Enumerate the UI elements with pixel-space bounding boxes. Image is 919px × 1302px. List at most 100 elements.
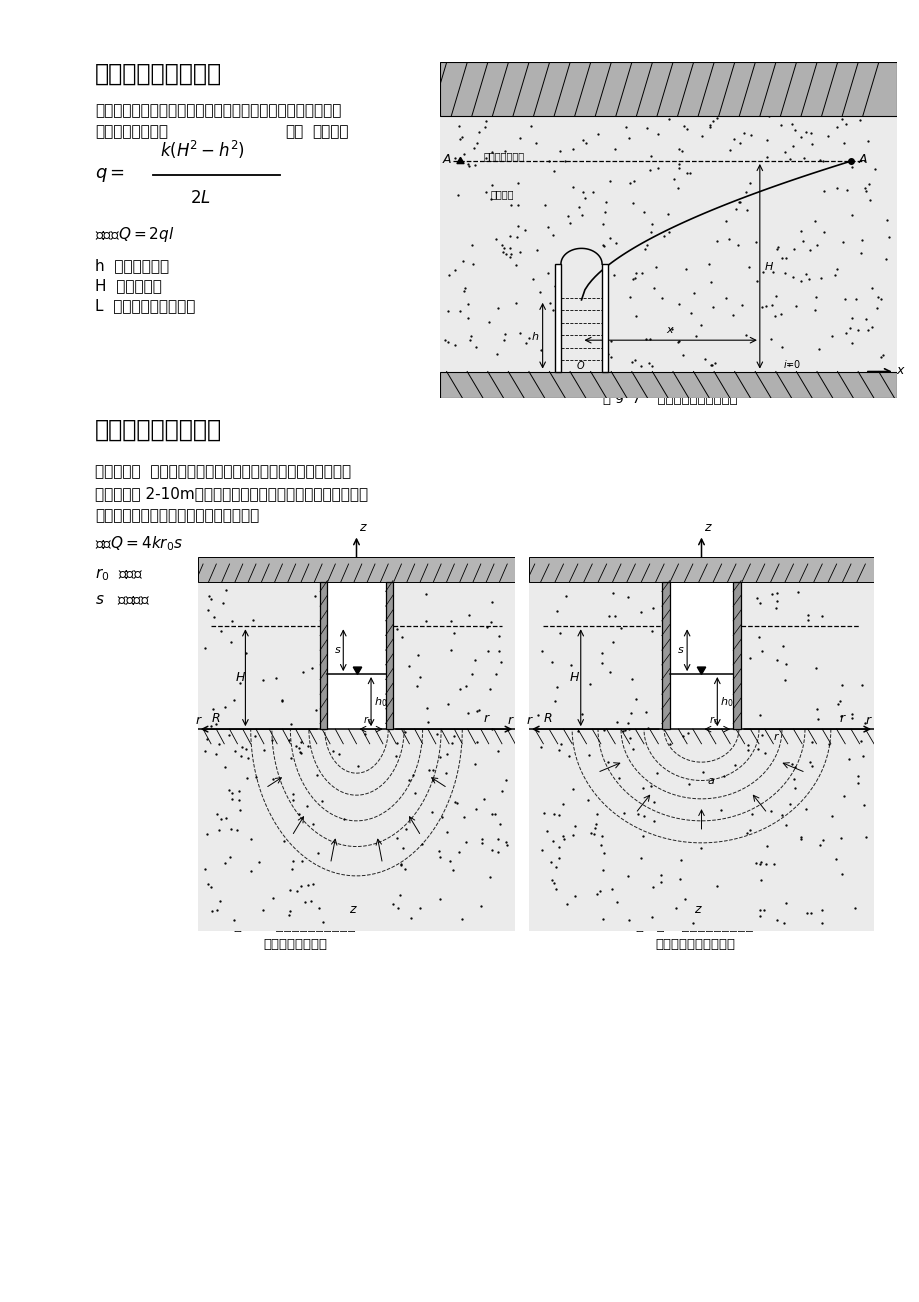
Point [636,202,651,223]
Point [809,234,823,255]
Point [671,138,686,159]
Bar [555,264,561,371]
Point [458,277,472,298]
Text: $z$: $z$ [694,902,702,915]
Text: 图 9  7    集水廊道渗流计算简图: 图 9 7 集水廊道渗流计算简图 [602,393,736,406]
Point [642,329,657,350]
Point [641,160,656,181]
Point [862,190,877,211]
Point [813,267,828,288]
Text: 直径较大，  井深较小的一种集水井，主要用于汲取浅层地下水: 直径较大， 井深较小的一种集水井，主要用于汲取浅层地下水 [95,464,351,479]
Bar [439,371,896,398]
Point [837,113,852,134]
Point [676,116,691,137]
Point [541,293,556,314]
Point [861,173,876,194]
Point [561,206,575,227]
Point [565,139,580,160]
Point [768,238,783,259]
Point [766,306,781,327]
Point [870,286,885,307]
Text: 大口径井的渗流计算: 大口径井的渗流计算 [95,418,221,441]
Point [777,142,791,163]
Point [697,349,711,370]
Point [577,187,592,208]
Point [622,286,637,307]
Point [528,133,543,154]
Text: h  廊道内的水深: h 廊道内的水深 [95,258,169,273]
Text: $s$: $s$ [334,646,341,655]
Bar [528,527,873,582]
Point [483,189,498,210]
Point [533,340,548,361]
Bar [732,582,741,729]
Point [701,254,716,275]
Text: $A$: $A$ [441,154,452,167]
Point [547,276,562,297]
Point [683,302,698,323]
Point [816,221,831,242]
Point [525,268,539,289]
Point [460,154,475,174]
Text: $H$: $H$ [764,260,774,272]
Point [828,178,843,199]
Point [575,129,590,150]
Point [795,230,810,251]
Point [628,306,642,327]
Point [640,117,654,138]
Text: $i$=0: $i$=0 [782,358,800,370]
Text: $r$: $r$ [773,732,779,742]
Point [670,331,685,352]
Point [780,354,795,375]
Point [793,271,808,292]
Point [693,315,708,336]
Point [626,171,641,191]
Bar [528,557,873,582]
Bar [601,264,607,371]
Point [460,294,475,315]
Point [511,195,526,216]
Point [508,293,523,314]
Point [842,318,857,339]
Point [675,345,689,366]
Point [748,232,763,253]
Point [785,266,800,286]
Point [454,126,469,147]
Point [864,277,879,298]
Point [455,250,470,271]
Point [705,297,720,318]
Text: $R$: $R$ [543,712,552,725]
Point [773,115,788,135]
Point [671,158,686,178]
Point [731,234,745,255]
Point [732,132,746,152]
Point [439,301,454,322]
Point [447,259,461,280]
Point [650,124,664,145]
Text: $r$: $r$ [506,713,515,727]
Point [709,230,724,251]
Point [705,111,720,132]
Point [452,128,467,148]
Point [757,296,772,316]
Point [537,194,551,215]
Point [464,234,479,255]
Point [451,116,466,137]
Text: L  集水廊道的影响长度: L 集水廊道的影响长度 [95,298,195,312]
Point [703,354,718,375]
Point [677,259,692,280]
Text: $h_0$: $h_0$ [373,695,387,708]
Point [471,121,485,142]
Point [468,154,482,174]
Point [844,204,858,225]
Point [595,234,609,255]
Point [517,220,532,241]
Text: $z$: $z$ [349,902,357,915]
Point [624,352,639,372]
Point [839,180,854,201]
Text: 图 9·8  过流断面为半球面的大: 图 9·8 过流断面为半球面的大 [234,921,356,934]
Text: $z$: $z$ [585,70,595,83]
Text: $r_0$  井半径: $r_0$ 井半径 [95,566,143,583]
Point [517,332,532,353]
Point [523,116,538,137]
